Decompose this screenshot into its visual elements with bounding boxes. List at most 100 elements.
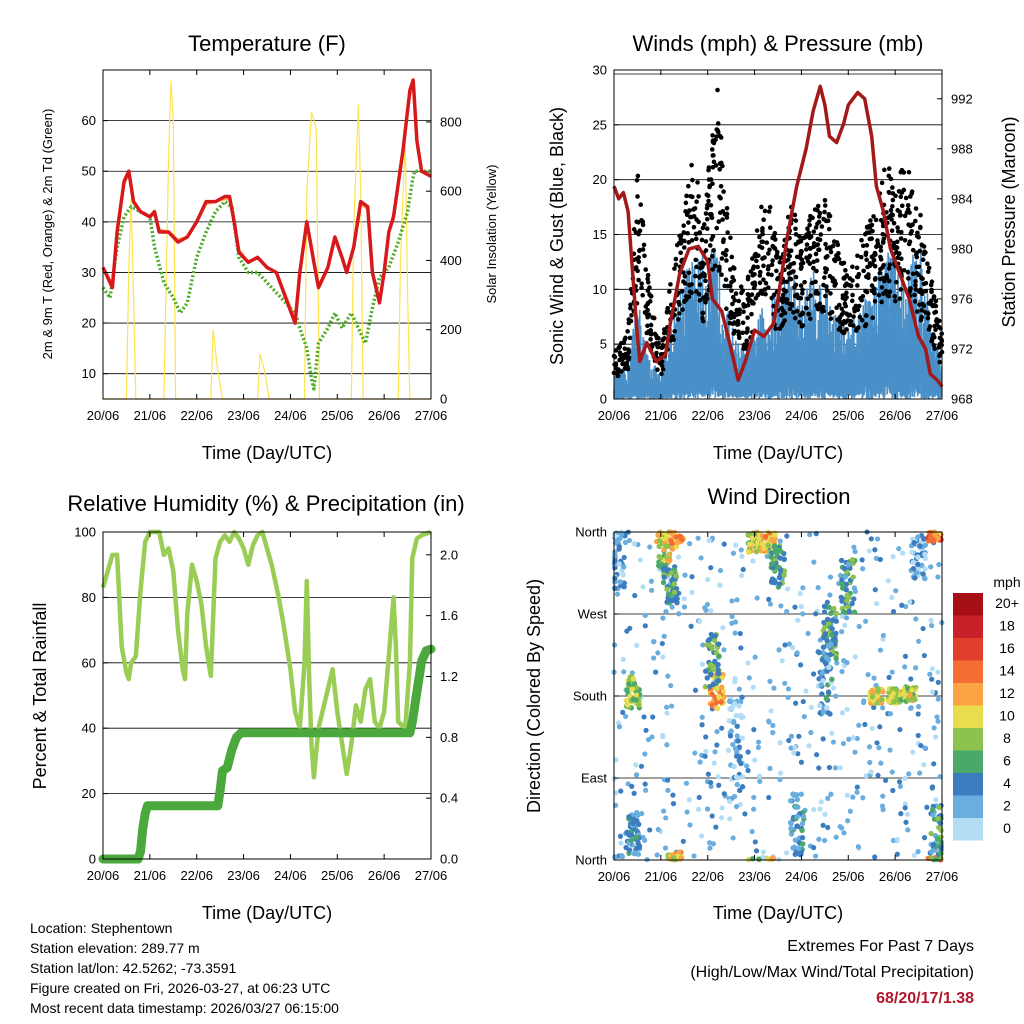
wdir-point bbox=[737, 630, 743, 637]
gust-point bbox=[878, 276, 883, 282]
wdir-point bbox=[708, 608, 714, 614]
colorbar-swatch bbox=[953, 593, 983, 616]
wdir-point bbox=[920, 571, 926, 577]
wdir-point bbox=[671, 581, 678, 587]
gust-point bbox=[890, 185, 895, 190]
gust-point bbox=[815, 221, 820, 226]
rh-ytick-label: 80 bbox=[82, 590, 96, 605]
gust-point bbox=[936, 324, 942, 330]
wdir-point bbox=[734, 749, 740, 755]
wdir-point bbox=[911, 695, 918, 702]
wdir-point bbox=[702, 684, 709, 690]
gust-point bbox=[899, 256, 904, 261]
rh-ytick-right-label: 0.0 bbox=[440, 852, 458, 867]
figure-created: Figure created on Fri, 2026-03-27, at 06… bbox=[30, 980, 331, 996]
gust-point bbox=[886, 166, 892, 171]
gust-point bbox=[766, 251, 771, 256]
gust-point bbox=[745, 274, 751, 280]
gust-point bbox=[913, 218, 918, 224]
gust-point bbox=[672, 266, 677, 271]
wdir-point bbox=[846, 608, 853, 615]
wdir-point bbox=[818, 799, 824, 805]
gust-point bbox=[641, 242, 647, 248]
wdir-point bbox=[887, 711, 894, 717]
wdir-point bbox=[867, 759, 873, 766]
gust-point bbox=[807, 253, 813, 259]
gust-point bbox=[690, 177, 695, 183]
gust-point bbox=[811, 259, 816, 265]
gust-point bbox=[793, 226, 798, 232]
wdir-point bbox=[796, 733, 802, 739]
gust-point bbox=[907, 210, 912, 215]
gust-point bbox=[761, 263, 766, 269]
gust-point bbox=[701, 222, 707, 227]
gust-point bbox=[828, 316, 834, 321]
gust-point bbox=[777, 259, 783, 265]
gust-point bbox=[905, 269, 911, 275]
wdir-point bbox=[695, 535, 701, 541]
gust-point bbox=[711, 159, 717, 165]
wdir-point bbox=[904, 685, 911, 691]
gust-point bbox=[703, 211, 709, 216]
wdir-point bbox=[770, 730, 776, 736]
wdir-point bbox=[785, 694, 791, 701]
gust-point bbox=[804, 242, 810, 247]
gust-point bbox=[693, 231, 699, 237]
wdir-point bbox=[820, 678, 826, 684]
wdir-point bbox=[929, 622, 935, 629]
gust-point bbox=[905, 203, 911, 208]
wdir-point bbox=[618, 531, 625, 538]
wdir-point bbox=[675, 554, 682, 560]
gust-point bbox=[827, 273, 833, 279]
gust-point bbox=[740, 330, 745, 336]
wind-direction-title: Wind Direction bbox=[707, 484, 850, 509]
wdir-point bbox=[838, 594, 844, 601]
gust-point bbox=[920, 257, 926, 263]
wdir-point bbox=[630, 676, 637, 682]
gust-point bbox=[730, 274, 735, 280]
rh-ytick-right-label: 0.8 bbox=[440, 730, 458, 745]
temperature-gridlines bbox=[103, 120, 431, 375]
wdir-point bbox=[708, 565, 714, 571]
gust-point bbox=[873, 217, 879, 223]
wdir-point bbox=[616, 561, 622, 567]
gust-point bbox=[840, 293, 846, 298]
colorbar-label: 20+ bbox=[995, 595, 1019, 611]
gust-point bbox=[672, 328, 678, 334]
wdir-point bbox=[839, 710, 846, 716]
wdir-point bbox=[704, 601, 711, 608]
wdir-point bbox=[750, 684, 756, 690]
gust-point bbox=[919, 307, 925, 313]
wdir-point bbox=[714, 729, 720, 735]
gust-point bbox=[709, 215, 715, 221]
wdir-point bbox=[849, 557, 856, 563]
wdir-point bbox=[896, 546, 902, 552]
colorbar-swatch bbox=[953, 728, 983, 751]
wdir-point bbox=[710, 666, 717, 673]
wdir-point bbox=[755, 744, 762, 751]
gust-point bbox=[654, 350, 659, 356]
wdir-point bbox=[618, 852, 625, 859]
gust-point bbox=[799, 324, 805, 329]
wdir-point bbox=[705, 576, 711, 583]
wdir-point bbox=[890, 608, 897, 615]
station-elevation: Station elevation: 289.77 m bbox=[30, 940, 200, 956]
temperature-series bbox=[101, 78, 432, 400]
wdir-point bbox=[819, 670, 826, 676]
rh-precip-series bbox=[98, 529, 436, 864]
wdir-point bbox=[739, 553, 745, 559]
wdir-point bbox=[841, 830, 847, 836]
gust-point bbox=[704, 296, 710, 301]
gust-point bbox=[651, 315, 657, 321]
wdir-point bbox=[902, 653, 909, 659]
gust-point bbox=[844, 281, 849, 286]
wdir-point bbox=[655, 562, 662, 569]
gust-point bbox=[890, 204, 895, 209]
gust-point bbox=[781, 292, 786, 298]
gust-point bbox=[887, 289, 893, 295]
winds-ytick-right-label: 968 bbox=[951, 392, 973, 407]
wdir-point bbox=[879, 696, 885, 703]
wdir-point bbox=[635, 851, 642, 857]
gust-point bbox=[854, 265, 860, 271]
wdir-point bbox=[851, 596, 857, 602]
